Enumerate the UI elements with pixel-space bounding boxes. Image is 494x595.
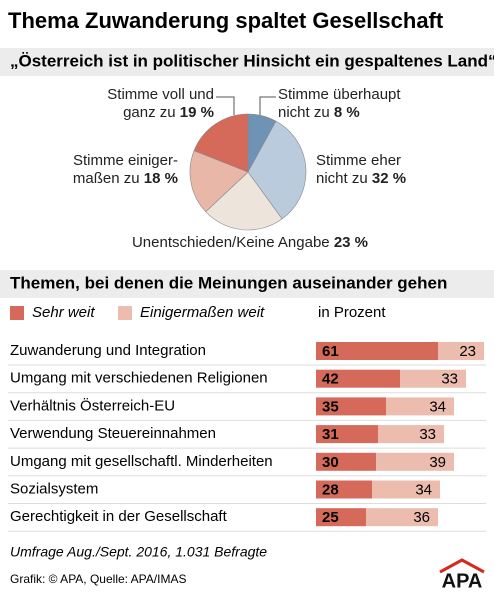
bar-title: Themen, bei denen die Meinungen auseinan… xyxy=(10,273,447,292)
pie-value-label: 18 % xyxy=(143,170,178,187)
pie-slice xyxy=(247,120,307,220)
category-label: Verhältnis Österreich-EU xyxy=(10,396,175,414)
pie-slice xyxy=(189,150,249,213)
pie-label: Stimme überhaupt nicht zu 8 % xyxy=(278,86,408,122)
pie-category: Stimme eher nicht zu xyxy=(316,152,402,187)
pie-value-label: 8 % xyxy=(333,104,360,121)
credit: Grafik: © APA, Quelle: APA/IMAS xyxy=(10,572,186,586)
category-label: Zuwanderung und Integration xyxy=(10,342,206,359)
pie-value-label: 23 % xyxy=(333,234,369,251)
bar-value: 31 xyxy=(322,426,339,443)
bar-value: 35 xyxy=(322,398,339,415)
bar-segment xyxy=(386,397,454,416)
category-label: Umgang mit gesellschaftl. Minderheiten xyxy=(10,453,273,470)
category-label: Umgang mit verschiedenen Religionen xyxy=(10,370,268,387)
pie-label: Stimme eher nicht zu 32 % xyxy=(316,152,416,188)
bar-value: 30 xyxy=(322,454,339,471)
bar-segment xyxy=(316,452,376,471)
bar-value: 25 xyxy=(322,509,339,526)
bar-segment xyxy=(316,397,386,416)
logo-mark xyxy=(439,558,485,574)
bar-value: 39 xyxy=(429,454,446,471)
pie-label: Stimme voll und ganz zu 19 % xyxy=(96,86,214,122)
category-label: Sozialsystem xyxy=(10,480,98,497)
legend-swatch xyxy=(118,306,132,320)
bar-value: 28 xyxy=(322,481,339,498)
unit-note: in Prozent xyxy=(318,304,386,321)
pie-slice xyxy=(193,113,249,173)
legend-label: Sehr weit xyxy=(32,304,95,321)
bar-value: 42 xyxy=(322,371,339,388)
pie-label: Stimme einiger­maßen zu 18 % xyxy=(60,152,178,188)
logo: APA xyxy=(442,570,483,592)
pie-category: Stimme voll und ganz zu xyxy=(107,86,214,121)
bar-value: 61 xyxy=(322,343,339,360)
bar-segment xyxy=(378,425,444,444)
bar-segment xyxy=(376,452,454,471)
category-label: Gerechtigkeit in der Gesellschaft xyxy=(10,508,228,525)
leader-line xyxy=(216,96,235,115)
pie-value-label: 19 % xyxy=(179,104,214,121)
bar-segment xyxy=(316,480,372,499)
pie-label: Unentschieden/Keine Angabe 23 % xyxy=(100,234,400,252)
bar-value: 23 xyxy=(459,343,476,360)
bar-value: 33 xyxy=(441,371,458,388)
legend-swatch xyxy=(10,306,24,320)
leader-line xyxy=(259,96,276,115)
bar-segment xyxy=(372,480,440,499)
pie-slice xyxy=(205,171,283,231)
bar-segment xyxy=(316,508,366,527)
bar-segment xyxy=(316,425,378,444)
section-band xyxy=(0,270,494,298)
pie-category: Unentschieden/Keine Angabe xyxy=(131,234,330,251)
pie-value-label: 32 % xyxy=(371,170,407,187)
legend-label: Einigermaßen weit xyxy=(140,304,265,321)
bar-value: 36 xyxy=(413,509,430,526)
pie-category: Stimme einiger­maßen zu xyxy=(72,152,178,187)
pie-title: „Österreich ist in politischer Hinsicht … xyxy=(10,51,494,70)
bar-segment xyxy=(438,342,484,360)
title: Thema Zuwanderung spaltet Gesellschaft xyxy=(8,8,444,33)
subtitle-band xyxy=(0,48,494,76)
survey-note: Umfrage Aug./Sept. 2016, 1.031 Befragte xyxy=(10,544,267,560)
bar-value: 34 xyxy=(429,398,446,415)
bar-segment xyxy=(316,369,400,388)
pie-category: Stimme überhaupt nicht zu xyxy=(278,86,401,121)
bar-value: 34 xyxy=(415,481,432,498)
bar-segment xyxy=(400,369,466,388)
category-label: Verwendung Steuereinnahmen xyxy=(10,425,216,442)
bar-segment xyxy=(366,508,438,527)
bar-segment xyxy=(316,342,438,360)
bar-value: 33 xyxy=(419,426,436,443)
